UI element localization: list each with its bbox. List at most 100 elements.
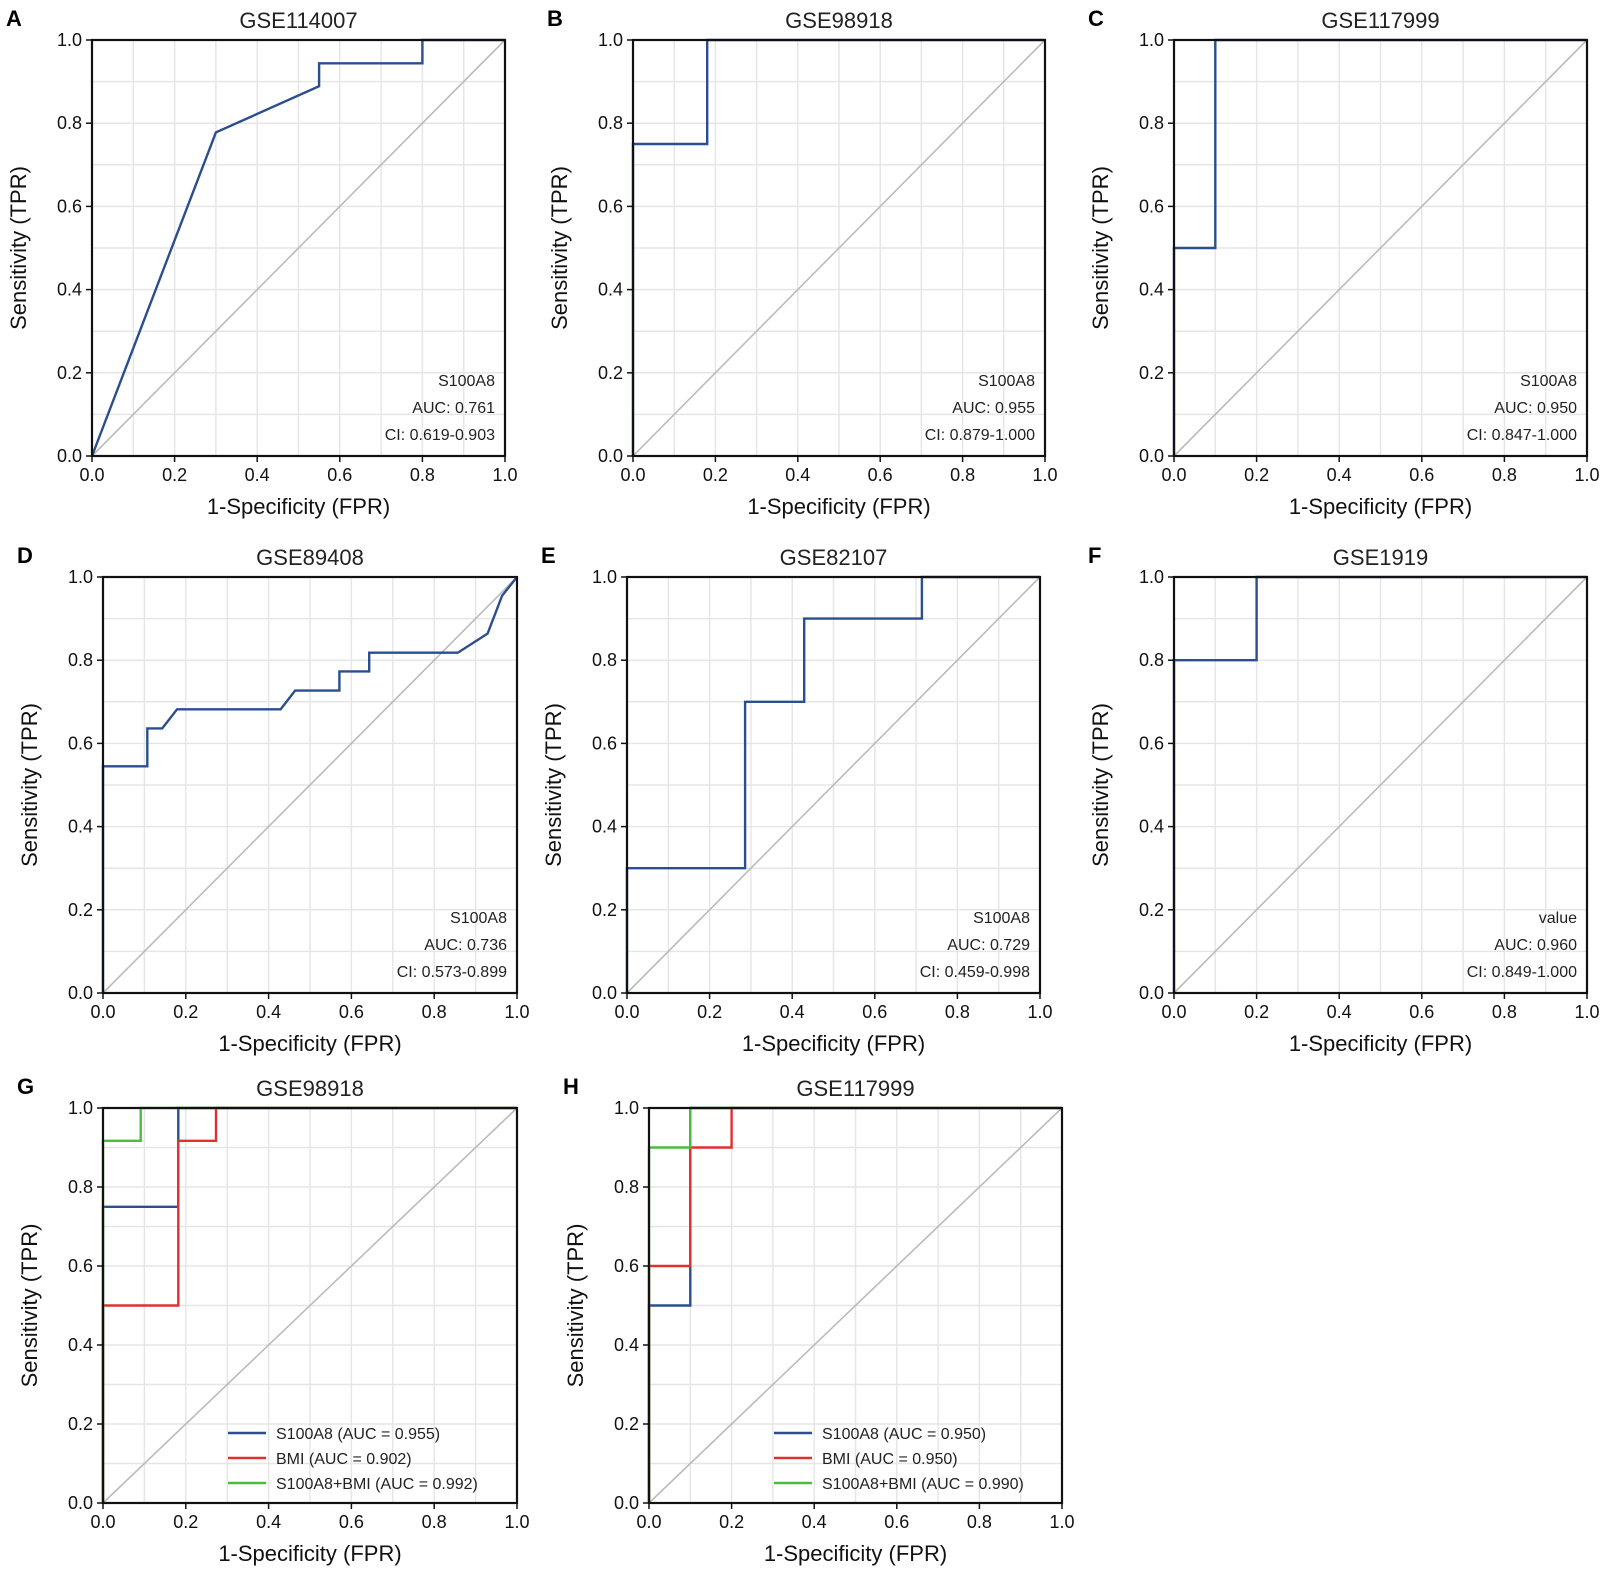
y-tick-label: 1.0 — [68, 1098, 93, 1118]
x-tick-label: 1.0 — [1574, 1002, 1599, 1022]
legend-label: BMI (AUC = 0.902) — [276, 1451, 412, 1468]
panel-b-x-axis-label: 1-Specificity (FPR) — [747, 494, 930, 519]
panel-a-title: GSE114007 — [239, 8, 357, 33]
x-tick-label: 0.8 — [410, 465, 435, 485]
y-tick-label: 0.6 — [598, 196, 623, 216]
panel-b-frame — [631, 38, 1047, 458]
panel-f-annotation-line: CI: 0.849-1.000 — [1467, 964, 1577, 981]
y-tick-label: 0.6 — [1139, 196, 1164, 216]
panel-f: F GSE1919 0.0 0.2 0.4 0.6 0.8 1.0 0.0 0.2 0.4 0.6 0.… — [1088, 543, 1600, 1056]
x-tick-label: 0.4 — [780, 1002, 805, 1022]
panel-f-y-axis-label: Sensitivity (TPR) — [1088, 703, 1113, 867]
panel-h-title: GSE117999 — [796, 1076, 914, 1101]
panel-g-letter: G — [17, 1074, 34, 1099]
y-tick-label: 0.6 — [1139, 733, 1164, 753]
y-tick-label: 0.6 — [57, 196, 82, 216]
x-tick-label: 0.4 — [256, 1512, 281, 1532]
x-tick-label: 0.8 — [967, 1512, 992, 1532]
x-tick-label: 0.4 — [1327, 465, 1352, 485]
x-tick-label: 1.0 — [1032, 465, 1057, 485]
x-tick-label: 0.2 — [703, 465, 728, 485]
y-tick-label: 0.8 — [1139, 650, 1164, 670]
x-tick-label: 0.0 — [90, 1512, 115, 1532]
y-tick-label: 0.8 — [598, 113, 623, 133]
x-tick-label: 0.2 — [697, 1002, 722, 1022]
panel-d-roc-curve-1 — [101, 576, 518, 993]
panel-d-y-axis-label: Sensitivity (TPR) — [17, 703, 42, 867]
panel-g-diagonal-reference — [102, 1107, 518, 1504]
x-tick-label: 0.8 — [950, 465, 975, 485]
panel-f-annotation-line: AUC: 0.960 — [1494, 937, 1577, 954]
y-tick-label: 0.2 — [1139, 363, 1164, 383]
panel-c-annotation-line: S100A8 — [1520, 373, 1577, 390]
y-tick-label: 0.4 — [1139, 280, 1164, 300]
panel-e-letter: E — [541, 543, 556, 568]
panel-e-annotation-line: AUC: 0.729 — [947, 937, 1030, 954]
y-tick-label: 1.0 — [57, 30, 82, 50]
x-tick-label: 0.4 — [1327, 1002, 1352, 1022]
panel-d-annotation-line: CI: 0.573-0.899 — [397, 964, 507, 981]
panel-b-letter: B — [547, 6, 563, 31]
x-tick-label: 1.0 — [504, 1512, 529, 1532]
x-tick-label: 0.6 — [339, 1512, 364, 1532]
panel-a-y-axis-label: Sensitivity (TPR) — [6, 166, 31, 330]
panel-d: D GSE89408 0.0 0.2 0.4 0.6 0.8 1.0 0.0 0.2 0.4 0.6 0… — [17, 543, 530, 1056]
x-tick-label: 0.0 — [620, 465, 645, 485]
y-tick-label: 0.0 — [57, 446, 82, 466]
x-tick-label: 0.4 — [245, 465, 270, 485]
panel-b-annotation-line: AUC: 0.955 — [952, 400, 1035, 417]
panel-e-title: GSE82107 — [780, 545, 888, 570]
panel-a-annotation-line: S100A8 — [438, 373, 495, 390]
panel-d-annotation-line: S100A8 — [450, 910, 507, 927]
x-tick-label: 1.0 — [1027, 1002, 1052, 1022]
panel-a-letter: A — [6, 6, 22, 31]
y-tick-label: 0.8 — [57, 113, 82, 133]
x-tick-label: 0.6 — [862, 1002, 887, 1022]
panel-c-x-axis-label: 1-Specificity (FPR) — [1289, 494, 1472, 519]
panel-h-y-axis-label: Sensitivity (TPR) — [563, 1224, 588, 1388]
x-tick-label: 0.8 — [1492, 465, 1517, 485]
y-tick-label: 1.0 — [592, 567, 617, 587]
x-tick-label: 0.0 — [90, 1002, 115, 1022]
panel-b-annotation-line: S100A8 — [978, 373, 1035, 390]
panel-g-legend: S100A8 (AUC = 0.955) BMI (AUC = 0.902) S10… — [228, 1426, 478, 1493]
panel-g-title: GSE98918 — [256, 1076, 364, 1101]
panel-b-title: GSE98918 — [785, 8, 893, 33]
x-tick-label: 0.0 — [1161, 1002, 1186, 1022]
y-tick-label: 0.0 — [1139, 983, 1164, 1003]
x-tick-label: 1.0 — [504, 1002, 529, 1022]
y-tick-label: 0.2 — [57, 363, 82, 383]
panel-d-x-axis-label: 1-Specificity (FPR) — [218, 1031, 401, 1056]
y-tick-label: 0.0 — [68, 1493, 93, 1513]
panel-b: B GSE98918 0.0 0.2 0.4 0.6 0.8 1.0 0.0 0.2 0.4 0.6 0… — [547, 6, 1058, 519]
panel-g: G GSE98918 0.0 0.2 0.4 0.6 0.8 1.0 0.0 0.2 0.4 0.6 0… — [17, 1074, 530, 1566]
x-tick-label: 0.0 — [614, 1002, 639, 1022]
x-tick-label: 0.6 — [868, 465, 893, 485]
y-tick-label: 0.4 — [1139, 817, 1164, 837]
legend-label: BMI (AUC = 0.950) — [822, 1451, 958, 1468]
panel-f-frame — [1172, 575, 1589, 995]
panel-c-frame — [1172, 38, 1589, 458]
panel-c-annotation-line: CI: 0.847-1.000 — [1467, 427, 1577, 444]
panel-b-annotation-line: CI: 0.879-1.000 — [925, 427, 1035, 444]
panel-h-legend: S100A8 (AUC = 0.950) BMI (AUC = 0.950) S10… — [774, 1426, 1024, 1493]
panel-f-x-axis-label: 1-Specificity (FPR) — [1289, 1031, 1472, 1056]
y-tick-label: 0.6 — [68, 733, 93, 753]
y-tick-label: 0.6 — [614, 1256, 639, 1276]
y-tick-label: 0.0 — [1139, 446, 1164, 466]
panel-c-diagonal-reference — [1173, 39, 1588, 457]
legend-label: S100A8+BMI (AUC = 0.992) — [276, 1476, 478, 1493]
x-tick-label: 0.2 — [1244, 1002, 1269, 1022]
x-tick-label: 1.0 — [1049, 1512, 1074, 1532]
panel-b-diagonal-reference — [632, 39, 1046, 457]
panel-b-y-axis-label: Sensitivity (TPR) — [547, 166, 572, 330]
x-tick-label: 0.6 — [339, 1002, 364, 1022]
y-tick-label: 1.0 — [614, 1098, 639, 1118]
y-tick-label: 0.4 — [598, 280, 623, 300]
panel-c: C GSE117999 0.0 0.2 0.4 0.6 0.8 1.0 0.0 0.2 0.4 0.6… — [1088, 6, 1600, 519]
y-tick-label: 0.2 — [592, 900, 617, 920]
x-tick-label: 0.2 — [173, 1512, 198, 1532]
y-tick-label: 1.0 — [68, 567, 93, 587]
y-tick-label: 0.4 — [614, 1335, 639, 1355]
panel-d-letter: D — [17, 543, 33, 568]
